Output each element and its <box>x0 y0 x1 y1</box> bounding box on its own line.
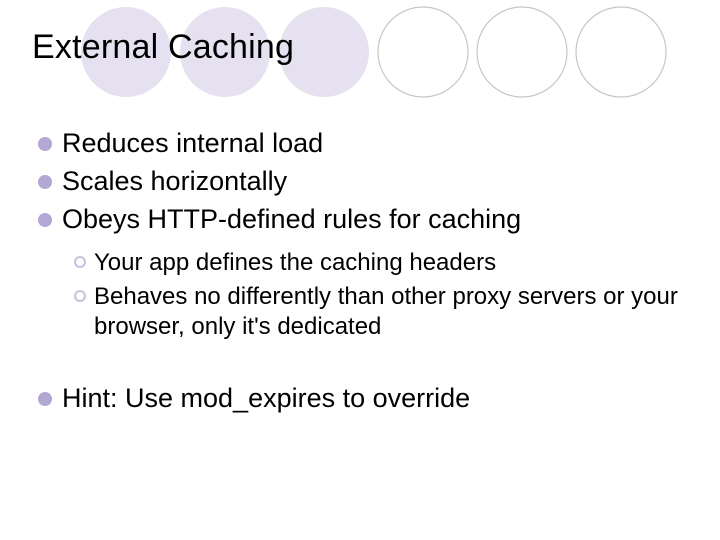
list-item: Behaves no differently than other proxy … <box>74 282 688 342</box>
list-item: Obeys HTTP-defined rules for caching <box>38 203 688 237</box>
bullet-dot-icon <box>38 392 52 406</box>
bullet-ring-icon <box>74 256 86 268</box>
bullet-dot-icon <box>38 213 52 227</box>
list-item: Scales horizontally <box>38 165 688 199</box>
list-item: Hint: Use mod_expires to override <box>38 382 688 416</box>
bullet-text: Scales horizontally <box>62 165 688 199</box>
slide-content: External Caching Reduces internal load S… <box>0 0 720 416</box>
spacer <box>32 346 688 382</box>
bullet-dot-icon <box>38 175 52 189</box>
bullet-text: Reduces internal load <box>62 127 688 161</box>
bullet-ring-icon <box>74 290 86 302</box>
bullet-text: Hint: Use mod_expires to override <box>62 382 688 416</box>
bullet-text: Your app defines the caching headers <box>94 248 688 278</box>
bullet-text: Behaves no differently than other proxy … <box>94 282 688 342</box>
bullet-list-level2: Your app defines the caching headers Beh… <box>32 248 688 342</box>
bullet-list-level1: Reduces internal load Scales horizontall… <box>32 127 688 236</box>
bullet-list-level1: Hint: Use mod_expires to override <box>32 382 688 416</box>
list-item: Your app defines the caching headers <box>74 248 688 278</box>
bullet-dot-icon <box>38 137 52 151</box>
list-item: Reduces internal load <box>38 127 688 161</box>
bullet-text: Obeys HTTP-defined rules for caching <box>62 203 688 237</box>
slide-title: External Caching <box>32 28 688 67</box>
